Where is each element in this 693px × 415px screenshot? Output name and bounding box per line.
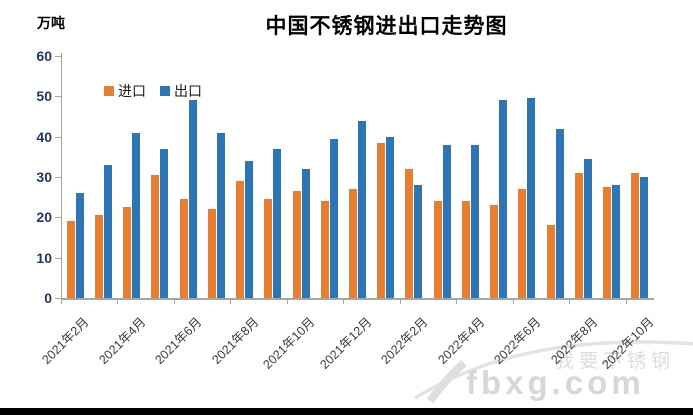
bar-import [320, 201, 329, 298]
y-tick-label: 40 [36, 128, 52, 145]
x-tick-label: 2022年10月 [599, 314, 657, 372]
x-tick-label: 2022年2月 [378, 314, 431, 367]
bar-export [273, 148, 282, 298]
y-tick-mark [55, 177, 61, 178]
bar-import [123, 207, 132, 298]
x-tick-mark [569, 299, 571, 304]
bar-export [216, 132, 225, 298]
y-tick-label: 50 [36, 88, 52, 105]
bar-import [292, 191, 301, 298]
bar-import [433, 201, 442, 298]
x-tick-label: 2021年8月 [209, 314, 262, 367]
bar-import [518, 189, 527, 298]
x-tick-label: 2021年4月 [96, 314, 149, 367]
bottom-border-bar [0, 408, 693, 415]
x-tick-label: 2021年10月 [260, 314, 318, 372]
x-tick-mark [61, 299, 62, 304]
bar-export [103, 164, 112, 298]
y-tick-mark [55, 136, 61, 138]
bar-export [301, 168, 310, 298]
bar-import [94, 215, 103, 298]
bar-import [603, 187, 612, 298]
watermark-text-domain: fbxg.com [466, 364, 645, 401]
y-tick-mark [55, 96, 61, 98]
x-tick-mark [512, 299, 514, 304]
y-axis-unit-label: 万吨 [37, 15, 65, 31]
y-tick-label: 60 [36, 48, 52, 64]
y-tick-label: 0 [44, 290, 52, 306]
bar-import [461, 201, 470, 298]
x-tick-label: 2022年8月 [547, 314, 601, 367]
bar-import [631, 172, 640, 298]
bar-import [179, 199, 188, 298]
x-tick-mark [625, 299, 627, 304]
y-tick-mark [55, 56, 61, 57]
y-tick-mark [55, 298, 61, 299]
bar-import [574, 172, 583, 298]
bar-import [207, 209, 216, 298]
bar-export [583, 158, 592, 298]
bar-export [132, 132, 141, 298]
x-tick-label: 2021年2月 [39, 314, 92, 367]
x-tick-label: 2022年6月 [491, 314, 544, 367]
x-tick-mark [117, 299, 119, 304]
bar-export [640, 177, 649, 298]
x-tick-label: 2021年12月 [317, 314, 375, 372]
import-swatch-icon [104, 86, 114, 96]
bar-import [66, 221, 75, 298]
y-axis-line [61, 53, 62, 298]
export-swatch-icon [160, 86, 170, 96]
x-tick-mark [286, 299, 288, 304]
y-tick-label: 20 [36, 209, 52, 226]
legend-item-import: 进口 [104, 81, 146, 101]
y-tick-label: 30 [36, 169, 52, 185]
bar-export [414, 185, 423, 298]
bar-import [236, 181, 245, 298]
x-tick-label: 2021年6月 [152, 314, 205, 367]
bar-export [245, 160, 254, 298]
bar-export [612, 185, 621, 298]
x-tick-mark [343, 299, 345, 304]
x-tick-mark [456, 299, 458, 304]
bar-import [264, 199, 273, 298]
bar-export [555, 128, 564, 298]
bar-export [499, 100, 508, 298]
bar-export [329, 138, 338, 298]
chart-title: 中国不锈钢进出口走势图 [265, 14, 508, 38]
bar-export [188, 100, 197, 298]
bar-import [546, 225, 555, 298]
bar-import [151, 174, 160, 298]
x-tick-mark [230, 299, 232, 304]
bar-export [470, 144, 479, 298]
bar-export [527, 98, 536, 298]
legend-import-label: 进口 [118, 83, 146, 99]
bar-import [349, 189, 357, 298]
legend: 进口 出口 [104, 81, 202, 101]
bar-export [160, 148, 169, 298]
bar-export [358, 120, 366, 298]
watermark-text-cn: 我要不锈钢 [555, 351, 676, 372]
x-tick-mark [399, 299, 401, 304]
legend-export-label: 出口 [174, 83, 202, 99]
y-tick-label: 10 [36, 249, 52, 266]
bar-export [386, 136, 395, 298]
legend-item-export: 出口 [160, 81, 202, 101]
x-tick-mark [173, 299, 175, 304]
bar-export [442, 144, 451, 298]
x-tick-label: 2022年4月 [435, 314, 488, 367]
bar-export [75, 193, 84, 298]
bar-import [490, 205, 499, 298]
bar-import [377, 142, 386, 298]
bar-import [405, 168, 414, 298]
y-tick-mark [55, 257, 61, 259]
x-axis-line [61, 298, 654, 300]
y-tick-mark [55, 217, 61, 219]
